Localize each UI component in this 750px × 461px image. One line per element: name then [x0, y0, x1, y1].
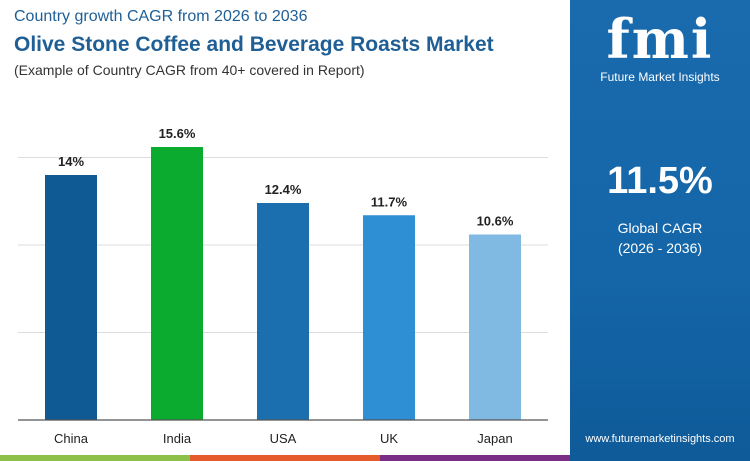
website-link[interactable]: www.futuremarketinsights.com	[585, 433, 735, 445]
chart-title: Olive Stone Coffee and Beverage Roasts M…	[14, 33, 494, 56]
data-label: 12.4%	[265, 182, 302, 197]
data-label: 11.7%	[371, 194, 408, 209]
side-panel: fmi Future Market Insights 11.5% Global …	[570, 0, 750, 461]
bar-india	[151, 147, 203, 420]
x-tick-label: USA	[270, 431, 297, 446]
bar-uk	[363, 215, 415, 420]
data-label: 14%	[58, 154, 84, 169]
stripe-green	[0, 455, 190, 461]
logo-text: Future Market Insights	[600, 70, 720, 84]
bar-japan	[469, 234, 521, 420]
x-tick-label: China	[54, 431, 89, 446]
logo-mark: fmi	[606, 7, 714, 71]
fmi-logo: fmi Future Market Insights	[570, 8, 750, 84]
stripe-orange	[190, 455, 380, 461]
x-tick-label: UK	[380, 431, 398, 446]
bar-china	[45, 175, 97, 420]
global-cagr-period: (2026 - 2036)	[617, 240, 703, 256]
chart-subtitle: (Example of Country CAGR from 40+ covere…	[14, 62, 365, 78]
stripe-purple	[380, 455, 570, 461]
bar-chart: 14% China 15.6% India 12.4% USA 11.7% UK 10.6% Ja…	[18, 126, 548, 446]
global-cagr-label: Global CAGR	[617, 220, 703, 236]
data-label: 15.6%	[159, 126, 196, 141]
data-label: 10.6%	[477, 214, 514, 229]
bar-usa	[257, 203, 309, 420]
chart-supertitle: Country growth CAGR from 2026 to 2036	[14, 8, 308, 25]
x-tick-label: India	[163, 431, 192, 446]
x-tick-label: Japan	[477, 431, 512, 446]
global-cagr-value: 11.5%	[607, 160, 713, 202]
